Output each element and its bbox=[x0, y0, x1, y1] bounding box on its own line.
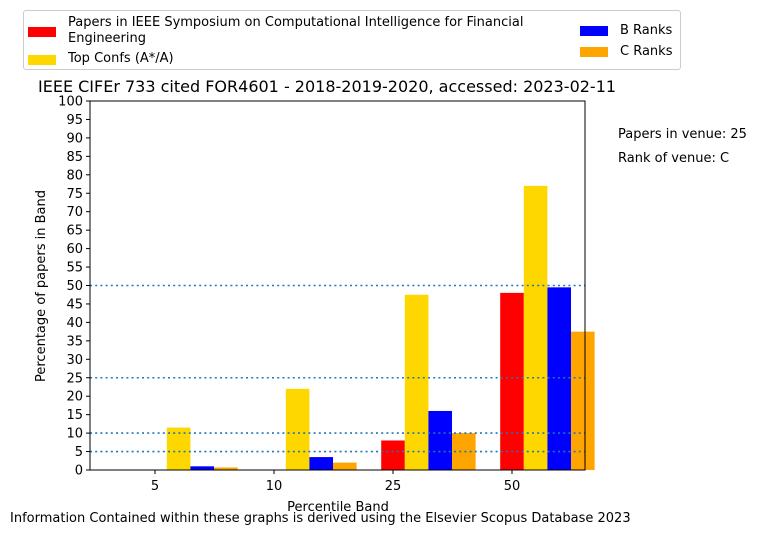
x-axis: 5 10 25 50 bbox=[151, 470, 520, 494]
bar-10-series-3 bbox=[333, 462, 357, 470]
legend: Papers in IEEE Symposium on Computationa… bbox=[23, 10, 681, 70]
legend-label-venue: Papers in IEEE Symposium on Computationa… bbox=[68, 15, 524, 46]
bar-10-series-2 bbox=[309, 457, 334, 470]
reference-lines bbox=[90, 284, 585, 453]
bar-25-series-3 bbox=[452, 433, 476, 470]
x-tick-label-5: 5 bbox=[151, 479, 159, 494]
y-tick-label-0: 0 bbox=[75, 464, 83, 479]
legend-swatch-top-confs bbox=[28, 55, 56, 65]
legend-label-top-confs: Top Confs (A*/A) bbox=[68, 51, 174, 66]
bar-50-series-0 bbox=[500, 292, 524, 470]
y-tick-label-55: 55 bbox=[66, 261, 83, 276]
y-tick-label-20: 20 bbox=[66, 390, 83, 405]
y-tick-label-5: 5 bbox=[75, 445, 83, 460]
x-tick-label-25: 25 bbox=[385, 479, 402, 494]
bar-25-series-0 bbox=[381, 440, 405, 470]
bar-5-series-2 bbox=[190, 466, 215, 470]
legend-label-b-ranks: B Ranks bbox=[620, 23, 673, 38]
chart-title: IEEE CIFEr 733 cited FOR4601 - 2018-2019… bbox=[38, 77, 617, 96]
y-axis: 0 5 10 15 20 25 30 35 40 45 50 55 60 65 70 75 80 85 90 95 10… bbox=[58, 95, 90, 479]
y-tick-label-15: 15 bbox=[66, 408, 83, 423]
y-axis-label: Percentage of papers in Band bbox=[34, 190, 49, 382]
y-tick-label-95: 95 bbox=[66, 113, 83, 128]
rank-of-venue-note: Rank of venue: C bbox=[618, 151, 730, 166]
y-tick-label-40: 40 bbox=[66, 316, 83, 331]
y-tick-label-75: 75 bbox=[66, 187, 83, 202]
bar-25-series-2 bbox=[428, 410, 453, 470]
bar-5-series-1 bbox=[166, 427, 191, 470]
bars-layer bbox=[166, 185, 595, 471]
legend-swatch-c-ranks bbox=[580, 47, 608, 57]
legend-swatch-b-ranks bbox=[580, 26, 608, 36]
bar-50-series-3 bbox=[571, 331, 595, 471]
papers-in-venue-note: Papers in venue: 25 bbox=[618, 127, 747, 142]
bar-5-series-3 bbox=[214, 467, 238, 470]
y-tick-label-45: 45 bbox=[66, 297, 83, 312]
x-axis-label: Percentile Band bbox=[287, 500, 389, 515]
y-tick-label-100: 100 bbox=[58, 95, 83, 110]
data-source-footer: Information Contained within these graph… bbox=[10, 511, 631, 526]
y-tick-label-50: 50 bbox=[66, 279, 83, 294]
legend-swatch-venue bbox=[28, 27, 56, 37]
y-tick-label-90: 90 bbox=[66, 131, 83, 146]
y-tick-label-80: 80 bbox=[66, 168, 83, 183]
y-tick-label-30: 30 bbox=[66, 353, 83, 368]
y-tick-label-25: 25 bbox=[66, 371, 83, 386]
x-tick-label-50: 50 bbox=[504, 479, 521, 494]
bar-25-series-1 bbox=[404, 294, 429, 470]
y-tick-label-60: 60 bbox=[66, 242, 83, 257]
y-tick-label-35: 35 bbox=[66, 334, 83, 349]
bar-10-series-1 bbox=[285, 388, 310, 470]
x-tick-label-10: 10 bbox=[266, 479, 283, 494]
legend-label-c-ranks: C Ranks bbox=[620, 44, 673, 59]
y-tick-label-10: 10 bbox=[66, 427, 83, 442]
y-tick-label-85: 85 bbox=[66, 150, 83, 165]
y-tick-label-70: 70 bbox=[66, 205, 83, 220]
bar-50-series-2 bbox=[547, 287, 572, 470]
bar-50-series-1 bbox=[523, 185, 548, 470]
y-tick-label-65: 65 bbox=[66, 224, 83, 239]
